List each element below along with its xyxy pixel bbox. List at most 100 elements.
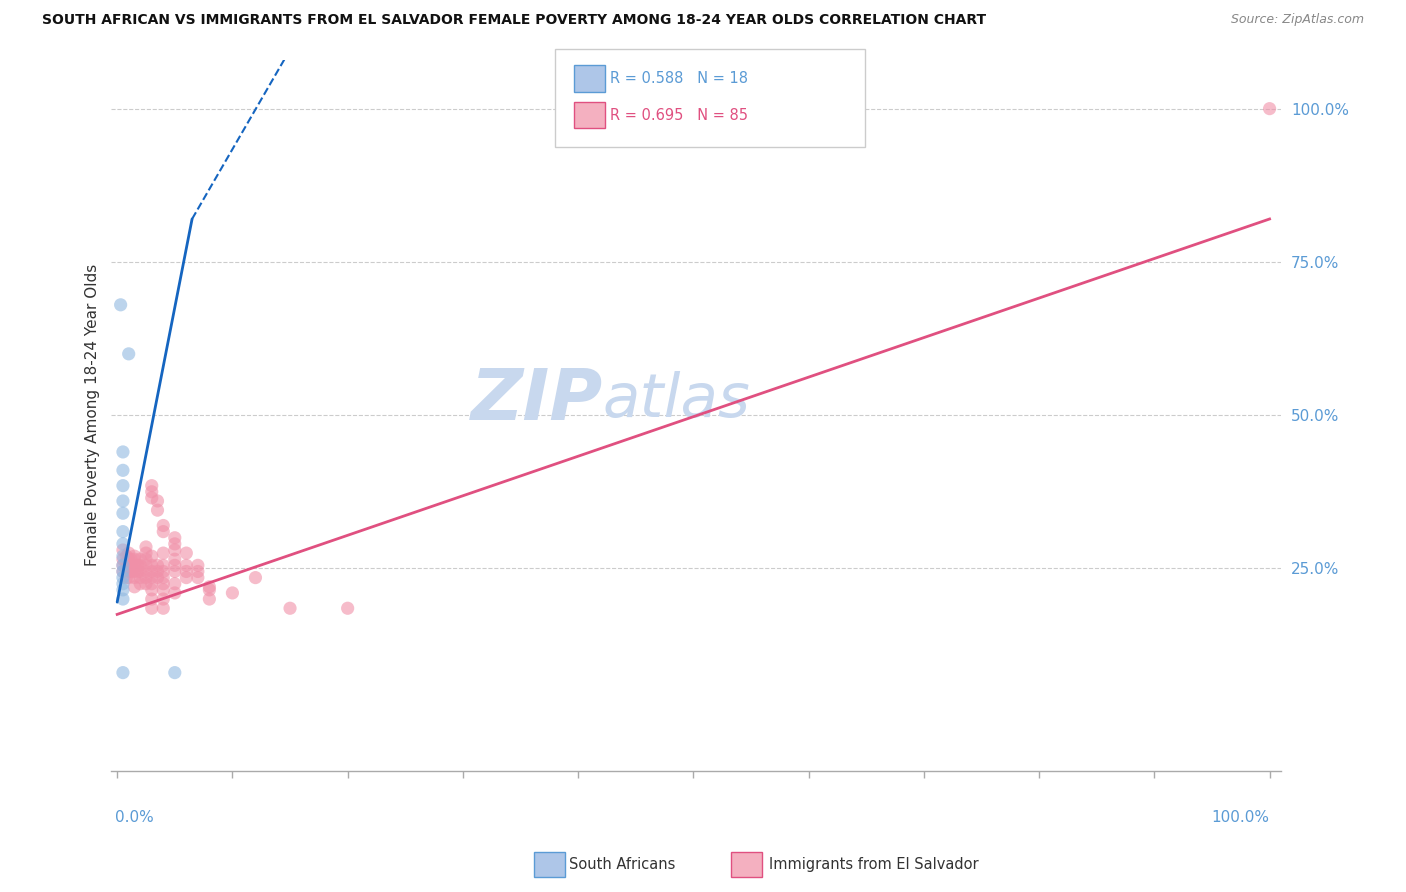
Point	[111, 524, 134, 539]
Point	[221, 586, 243, 600]
Point	[163, 543, 186, 558]
Point	[118, 546, 141, 560]
Point	[163, 558, 186, 573]
Point	[111, 565, 134, 579]
Point	[135, 565, 157, 579]
Point	[176, 546, 198, 560]
Point	[124, 552, 146, 566]
Point	[111, 571, 134, 585]
Point	[146, 494, 169, 508]
Point	[245, 571, 267, 585]
Point	[152, 582, 174, 597]
Point	[111, 549, 134, 563]
Point	[135, 576, 157, 591]
Point	[111, 565, 134, 579]
Point	[187, 558, 209, 573]
Point	[129, 565, 152, 579]
Text: R = 0.695   N = 85: R = 0.695 N = 85	[610, 108, 748, 122]
Point	[187, 565, 209, 579]
Point	[152, 546, 174, 560]
Point	[135, 540, 157, 554]
Point	[152, 524, 174, 539]
Point	[120, 558, 142, 573]
Text: atlas: atlas	[603, 371, 751, 431]
Point	[198, 582, 221, 597]
Point	[135, 558, 157, 573]
Text: ZIP: ZIP	[471, 367, 603, 435]
Point	[141, 601, 163, 615]
Point	[111, 665, 134, 680]
Point	[111, 552, 134, 566]
Point	[115, 555, 138, 569]
Point	[141, 571, 163, 585]
Point	[146, 558, 169, 573]
Point	[115, 549, 138, 563]
Point	[1258, 102, 1281, 116]
Point	[129, 552, 152, 566]
Point	[111, 463, 134, 477]
Point	[198, 580, 221, 594]
Text: Immigrants from El Salvador: Immigrants from El Salvador	[769, 857, 979, 871]
Point	[141, 592, 163, 607]
Point	[152, 518, 174, 533]
Point	[118, 552, 141, 566]
Point	[111, 537, 134, 551]
Point	[110, 298, 132, 312]
Text: South Africans: South Africans	[569, 857, 676, 871]
Point	[187, 571, 209, 585]
Point	[146, 503, 169, 517]
Point	[146, 565, 169, 579]
Text: Source: ZipAtlas.com: Source: ZipAtlas.com	[1230, 13, 1364, 27]
Point	[278, 601, 301, 615]
Point	[141, 491, 163, 505]
Point	[141, 565, 163, 579]
Point	[152, 565, 174, 579]
Point	[163, 665, 186, 680]
Point	[163, 576, 186, 591]
Point	[118, 347, 141, 361]
Point	[129, 571, 152, 585]
Point	[152, 592, 174, 607]
Point	[124, 558, 146, 573]
Point	[124, 571, 146, 585]
Text: 100.0%: 100.0%	[1212, 810, 1270, 825]
Text: R = 0.588   N = 18: R = 0.588 N = 18	[610, 71, 748, 86]
Point	[118, 571, 141, 585]
Point	[163, 586, 186, 600]
Point	[163, 565, 186, 579]
Point	[135, 546, 157, 560]
Point	[141, 478, 163, 492]
Point	[111, 582, 134, 597]
Point	[198, 592, 221, 607]
Point	[118, 565, 141, 579]
Point	[124, 549, 146, 563]
Point	[176, 558, 198, 573]
Point	[111, 494, 134, 508]
Point	[163, 537, 186, 551]
Point	[115, 561, 138, 575]
Point	[111, 445, 134, 459]
Point	[141, 576, 163, 591]
Point	[124, 565, 146, 579]
Text: 0.0%: 0.0%	[115, 810, 153, 825]
Text: SOUTH AFRICAN VS IMMIGRANTS FROM EL SALVADOR FEMALE POVERTY AMONG 18-24 YEAR OLD: SOUTH AFRICAN VS IMMIGRANTS FROM EL SALV…	[42, 13, 986, 28]
Point	[163, 552, 186, 566]
Point	[111, 558, 134, 573]
Point	[176, 565, 198, 579]
Point	[111, 558, 134, 573]
Point	[146, 571, 169, 585]
Point	[141, 484, 163, 499]
Point	[176, 571, 198, 585]
Point	[111, 478, 134, 492]
Point	[152, 576, 174, 591]
Point	[115, 571, 138, 585]
Point	[111, 576, 134, 591]
Point	[152, 558, 174, 573]
Point	[152, 601, 174, 615]
Point	[124, 580, 146, 594]
Point	[120, 552, 142, 566]
Point	[111, 592, 134, 607]
Point	[129, 558, 152, 573]
Point	[120, 565, 142, 579]
Point	[141, 549, 163, 563]
